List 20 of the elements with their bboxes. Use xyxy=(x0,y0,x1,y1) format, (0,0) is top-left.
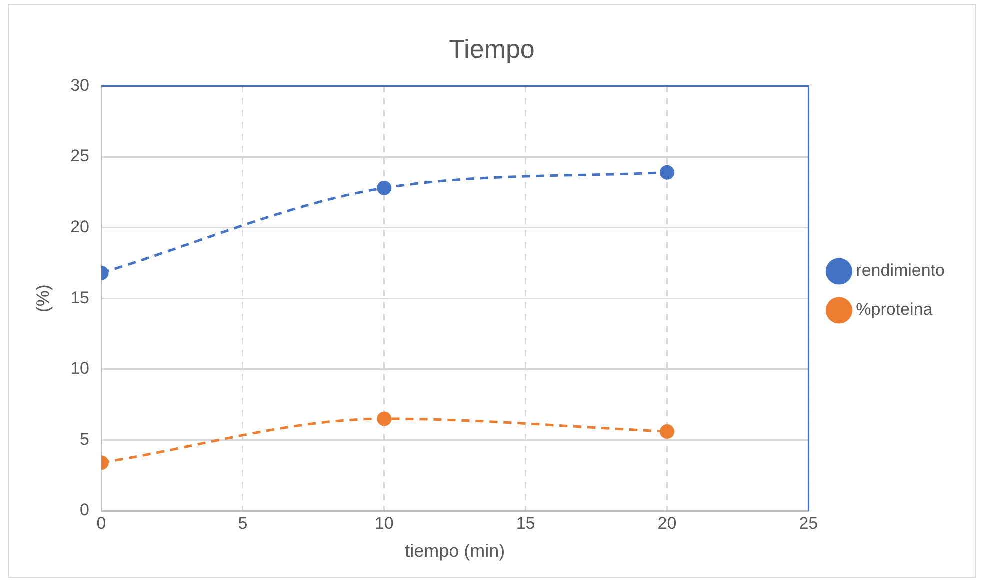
y-axis-title: (%) xyxy=(32,284,53,313)
y-tick-label: 0 xyxy=(80,500,90,520)
x-axis-title: tiempo (min) xyxy=(405,541,506,562)
point xyxy=(660,424,674,439)
x-tick-label: 0 xyxy=(96,514,106,533)
x-tick-label: 15 xyxy=(516,514,536,533)
legend-label: %proteina xyxy=(856,300,934,320)
y-tick-label: 25 xyxy=(70,146,90,166)
y-tick-label: 30 xyxy=(70,76,90,95)
y-tick-label: 10 xyxy=(70,359,90,378)
x-tick-label: 20 xyxy=(658,514,677,533)
y-tick-label: 20 xyxy=(70,217,90,236)
y-tick-label: 5 xyxy=(80,430,90,449)
x-tick-label: 5 xyxy=(238,514,248,533)
x-tick-label: 25 xyxy=(799,514,818,533)
x-tick-label: 10 xyxy=(374,514,394,533)
chart-title: Tiempo xyxy=(449,34,535,64)
legend-label: rendimiento xyxy=(856,261,945,280)
y-tick-label: 15 xyxy=(70,288,90,308)
point xyxy=(660,165,674,180)
